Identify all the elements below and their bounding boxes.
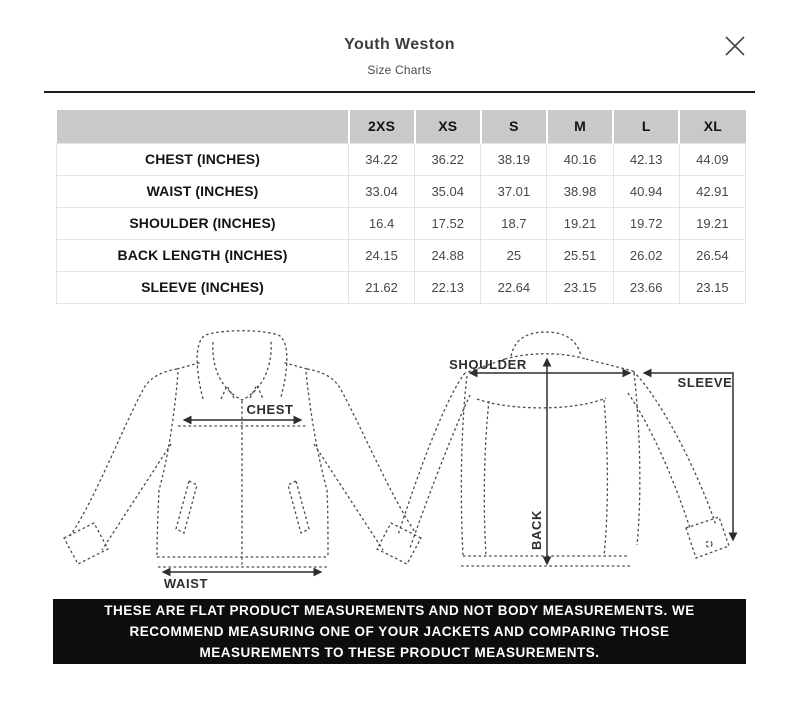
- cell: 35.04: [414, 174, 482, 208]
- measurement-disclaimer-banner: THESE ARE FLAT PRODUCT MEASUREMENTS AND …: [53, 599, 746, 664]
- cell: 42.13: [612, 142, 680, 176]
- cell: 17.52: [414, 206, 482, 240]
- cell: 24.15: [347, 238, 416, 272]
- measurement-arrows: [161, 357, 738, 577]
- chest-label: CHEST: [246, 402, 293, 417]
- cell: 19.21: [546, 206, 614, 240]
- cell: 26.54: [678, 238, 747, 272]
- cell: 25.51: [546, 238, 614, 272]
- cell: 38.98: [546, 174, 614, 208]
- table-row-chest: CHEST (INCHES) 34.22 36.22 38.19 40.16 4…: [56, 142, 747, 176]
- cell: 38.19: [480, 142, 548, 176]
- row-label: SHOULDER (INCHES): [56, 206, 349, 240]
- cell: 19.21: [678, 206, 747, 240]
- front-jacket-drawing: [63, 330, 422, 568]
- column-header-2xs: 2XS: [347, 110, 415, 143]
- cell: 21.62: [347, 270, 416, 304]
- cell: 19.72: [612, 206, 680, 240]
- sleeve-label: SLEEVE: [678, 375, 733, 390]
- cell: 34.22: [347, 142, 416, 176]
- column-header-s: S: [479, 110, 547, 143]
- row-label: SLEEVE (INCHES): [56, 270, 349, 304]
- cell: 26.02: [612, 238, 680, 272]
- cell: 18.7: [480, 206, 548, 240]
- cell: 16.4: [347, 206, 416, 240]
- row-label: WAIST (INCHES): [56, 174, 349, 208]
- corner-cell: [56, 110, 349, 143]
- page-title: Youth Weston: [344, 36, 455, 53]
- column-header-xs: XS: [413, 110, 481, 143]
- cell: 23.66: [612, 270, 680, 304]
- cell: 40.94: [612, 174, 680, 208]
- cell: 42.91: [678, 174, 747, 208]
- sleeve-arrow: [642, 368, 738, 542]
- cell: 44.09: [678, 142, 747, 176]
- row-label: BACK LENGTH (INCHES): [56, 238, 349, 272]
- column-header-xl: XL: [678, 110, 746, 143]
- shoulder-label: SHOULDER: [449, 357, 527, 372]
- cell: 23.15: [678, 270, 747, 304]
- cell: 22.64: [480, 270, 548, 304]
- table-row-waist: WAIST (INCHES) 33.04 35.04 37.01 38.98 4…: [56, 174, 747, 208]
- cell: 36.22: [414, 142, 482, 176]
- cell: 22.13: [414, 270, 482, 304]
- table-header-row: 2XS XS S M L XL: [56, 110, 746, 143]
- size-chart-table: 2XS XS S M L XL CHEST (INCHES) 34.22 36.…: [56, 110, 747, 304]
- cell: 37.01: [480, 174, 548, 208]
- modal-subtitle: Size Charts: [367, 63, 432, 77]
- cell: 25: [480, 238, 548, 272]
- table-row-sleeve: SLEEVE (INCHES) 21.62 22.13 22.64 23.15 …: [56, 270, 747, 304]
- back-jacket-drawing: [397, 331, 730, 567]
- header-divider: [44, 91, 755, 93]
- table-row-shoulder: SHOULDER (INCHES) 16.4 17.52 18.7 19.21 …: [56, 206, 747, 240]
- cell: 24.88: [414, 238, 482, 272]
- row-label: CHEST (INCHES): [56, 142, 349, 176]
- column-header-l: L: [612, 110, 680, 143]
- close-button[interactable]: [722, 33, 748, 59]
- cell: 33.04: [347, 174, 416, 208]
- disclaimer-text: THESE ARE FLAT PRODUCT MEASUREMENTS AND …: [104, 602, 695, 661]
- waist-label: WAIST: [164, 576, 208, 591]
- back-label: BACK: [529, 510, 544, 550]
- close-icon: [725, 36, 745, 56]
- table-row-back-length: BACK LENGTH (INCHES) 24.15 24.88 25 25.5…: [56, 238, 747, 272]
- column-header-m: M: [545, 110, 614, 143]
- cell: 40.16: [546, 142, 614, 176]
- cell: 23.15: [546, 270, 614, 304]
